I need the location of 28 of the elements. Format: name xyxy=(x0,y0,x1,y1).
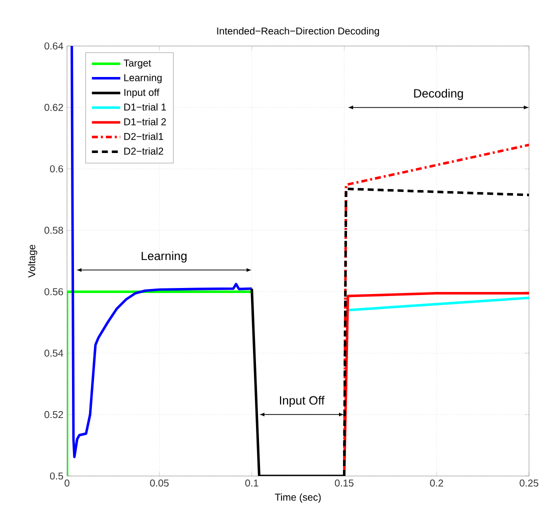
annotation: Input Off xyxy=(280,396,325,408)
y-axis-title: Voltage xyxy=(28,244,38,278)
legend-label: D1−trial 1 xyxy=(124,103,166,111)
y-tick-label: 0.52 xyxy=(44,411,63,418)
y-tick-label: 0.64 xyxy=(44,42,64,50)
legend-label: Learning xyxy=(124,74,162,84)
annotation: Decoding xyxy=(414,88,463,100)
x-tick-label: 0.25 xyxy=(520,480,538,487)
line-series xyxy=(70,46,254,458)
x-tick-label: 0.15 xyxy=(334,480,354,487)
x-tick-label: 0.1 xyxy=(245,480,258,487)
y-tick-label: 0.58 xyxy=(44,226,64,234)
y-tick-label: 0.56 xyxy=(44,288,64,296)
y-tick-label: 0.6 xyxy=(50,165,64,172)
x-tick-label: 0 xyxy=(64,480,70,487)
x-tick-label: 0.2 xyxy=(430,480,444,487)
legend-label: D2−trial2 xyxy=(124,147,164,155)
legend-label: D2−trial1 xyxy=(124,132,164,140)
y-tick-label: 0.54 xyxy=(44,350,64,357)
x-axis-title: Time (sec) xyxy=(274,493,321,503)
legend-label: Target xyxy=(124,60,152,69)
x-tick-label: 0.05 xyxy=(150,480,169,487)
annotation: Learning xyxy=(142,251,187,263)
y-tick-label: 0.62 xyxy=(44,104,63,111)
legend-label: D1−trial 2 xyxy=(124,118,166,126)
y-tick-label: 0.5 xyxy=(50,472,64,480)
chart-title: Intended−Reach−Direction Decoding xyxy=(217,27,380,36)
legend-label: Input off xyxy=(124,88,160,98)
